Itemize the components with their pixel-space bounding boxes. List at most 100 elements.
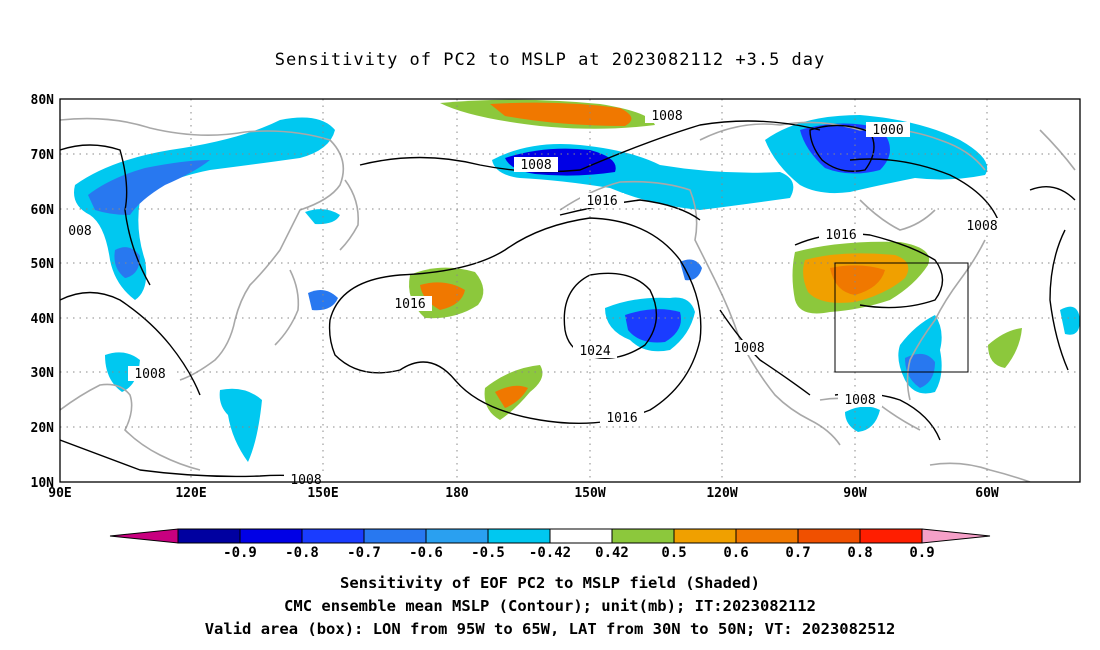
colorbar-label: 0.8 [847, 545, 872, 561]
contour-label-text: 1008 [651, 109, 682, 124]
contour-label: 1008 [514, 157, 558, 173]
coastline-alaska [559, 180, 716, 281]
map-title: Sensitivity of PC2 to MSLP at 2023082112… [274, 50, 826, 70]
shade-positive-atlantic [988, 328, 1022, 368]
contour-label-text: 1016 [394, 297, 425, 312]
contour-label-text: 1016 [825, 228, 856, 243]
colorbar-label: -0.5 [471, 545, 505, 561]
contour-label-text: 1008 [290, 473, 321, 488]
shade-negative-siberia-core2 [114, 247, 140, 278]
colorbar-swatch [549, 528, 613, 544]
lat-label: 10N [31, 476, 55, 491]
contour-label: 1008 [838, 392, 882, 408]
contour-label: 1008 [645, 108, 689, 124]
colorbar-label: -0.42 [529, 545, 571, 561]
contour-label: 1024 [573, 343, 617, 359]
contour-label: 1016 [388, 296, 432, 312]
lon-label: 120E [175, 486, 206, 501]
colorbar [109, 528, 991, 544]
shade-negative-indochina [105, 352, 140, 392]
lat-label: 30N [31, 366, 55, 381]
contour-1008-west-na [719, 309, 811, 396]
lat-label: 70N [31, 148, 55, 163]
caption-line-2: CMC ensemble mean MSLP (Contour); unit(m… [284, 597, 816, 615]
contour-label: 1016 [580, 193, 624, 209]
contour-label-text: 1016 [586, 194, 617, 209]
lat-label: 60N [31, 203, 55, 218]
grid-lines [60, 99, 1080, 482]
lon-label: 180 [445, 486, 469, 501]
contour-label: 008 [62, 223, 98, 239]
contour-1016-alaska [559, 199, 701, 221]
contour-label: 1016 [819, 227, 863, 243]
shade-negative-caribbean [845, 406, 880, 432]
coastline-south-america [929, 462, 1031, 482]
coastline-asia-south [60, 383, 201, 471]
contour-label: 1008 [128, 366, 172, 382]
colorbar-swatch [673, 528, 737, 544]
colorbar-swatch [239, 528, 303, 544]
lon-label: 150E [307, 486, 338, 501]
coastline-na-arctic [699, 121, 986, 171]
contour-label: 1000 [866, 122, 910, 138]
lat-label: 20N [31, 421, 55, 436]
shade-negative-siberia-core [88, 160, 210, 215]
contour-label: 1008 [284, 473, 328, 488]
shade-negative-east-pacific-core [625, 309, 681, 343]
contour-label-text: 1008 [844, 393, 875, 408]
colorbar-swatch [425, 528, 489, 544]
shade-positive-arctic-core [490, 102, 632, 126]
shade-negative-siberia [74, 117, 335, 301]
colorbar-swatch [797, 528, 861, 544]
colorbar-label: -0.8 [285, 545, 319, 561]
valid-area-box [834, 262, 969, 373]
shade-negative-philippines [219, 388, 262, 462]
colorbar-triangle-low [109, 528, 179, 544]
coastline-asia-north [60, 117, 345, 381]
colorbar-label: 0.42 [595, 545, 629, 561]
contour-label-text: 1008 [134, 367, 165, 382]
contour-1008-china [60, 439, 321, 479]
contour-1008-npac [60, 291, 201, 396]
map-frame [59, 98, 1081, 483]
colorbar-label: -0.6 [409, 545, 443, 561]
colorbar-swatch [301, 528, 365, 544]
contour-1008-canada [849, 158, 1001, 226]
colorbar-label: 0.5 [661, 545, 686, 561]
colorbar-swatch [363, 528, 427, 544]
lon-label: 60W [975, 486, 999, 501]
contour-1008-siberia [60, 144, 151, 286]
shaded-fields [74, 99, 1080, 462]
coastline-greenland [1039, 129, 1076, 171]
coastline-hudson [859, 199, 936, 231]
shade-positive-greatlakes-inner [830, 265, 885, 295]
contour-atlantic-low [1049, 229, 1069, 371]
contour-label-text: 1008 [520, 158, 551, 173]
shade-negative-pnw [680, 259, 702, 281]
caption-line-1: Sensitivity of EOF PC2 to MSLP field (Sh… [340, 574, 760, 592]
contour-label: 1016 [600, 410, 644, 426]
lon-label: 120W [706, 486, 737, 501]
lat-label: 80N [31, 93, 55, 108]
contour-label-text: 1000 [872, 123, 903, 138]
latitude-labels: 80N 70N 60N 50N 40N 30N 20N 10N [31, 93, 55, 491]
contour-label: 1008 [727, 340, 771, 356]
shade-negative-japan [308, 289, 338, 311]
colorbar-label: 0.9 [909, 545, 934, 561]
contour-1008-arctic [359, 120, 821, 173]
contour-1000 [809, 124, 875, 172]
contour-label: 1008 [960, 218, 1004, 234]
lon-label: 90W [843, 486, 867, 501]
colorbar-label: 0.6 [723, 545, 748, 561]
colorbar-swatch [177, 528, 241, 544]
colorbar-swatch [735, 528, 799, 544]
contour-labels: 1008 1008 1000 1008 1016 1016 1016 1024 … [62, 108, 1004, 488]
coastline-japan [274, 269, 300, 346]
colorbar-triangle-high [921, 528, 991, 544]
colorbar-label: -0.7 [347, 545, 381, 561]
contour-label-text: 1008 [966, 219, 997, 234]
contour-label-text: 1016 [606, 411, 637, 426]
colorbar-label: 0.7 [785, 545, 810, 561]
caption-line-3: Valid area (box): LON from 95W to 65W, L… [204, 620, 896, 638]
